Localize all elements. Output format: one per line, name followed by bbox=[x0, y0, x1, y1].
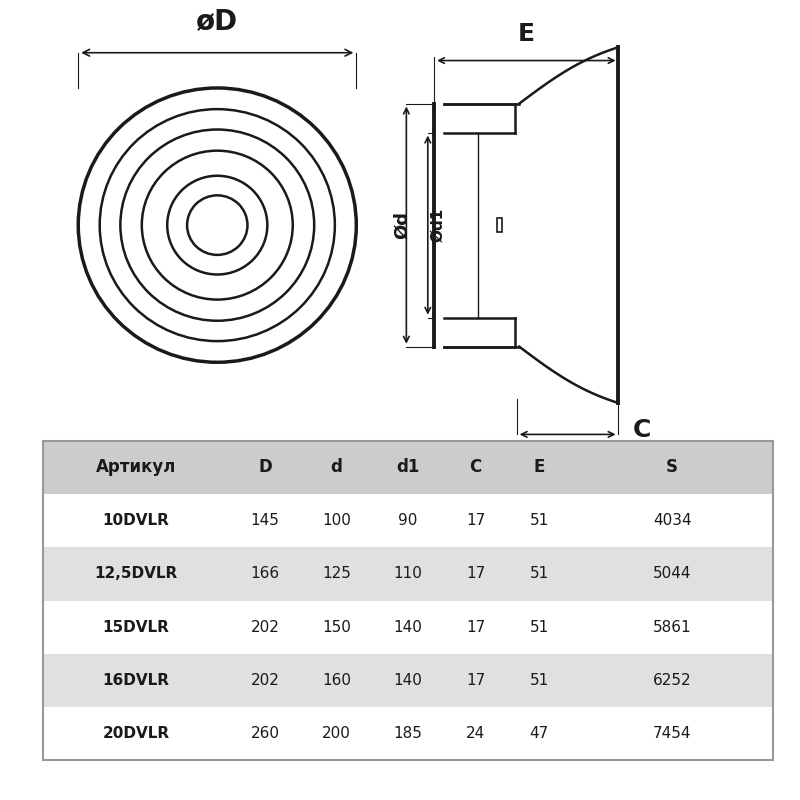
Text: 51: 51 bbox=[530, 673, 549, 688]
Text: 12,5DVLR: 12,5DVLR bbox=[94, 566, 178, 582]
Text: S: S bbox=[666, 458, 678, 476]
Text: 145: 145 bbox=[250, 513, 279, 528]
Text: 47: 47 bbox=[530, 726, 549, 742]
Text: 110: 110 bbox=[394, 566, 422, 582]
Text: 202: 202 bbox=[250, 620, 279, 634]
Text: 140: 140 bbox=[394, 620, 422, 634]
Text: 17: 17 bbox=[466, 620, 485, 634]
Text: 140: 140 bbox=[394, 673, 422, 688]
Text: 100: 100 bbox=[322, 513, 351, 528]
FancyBboxPatch shape bbox=[42, 707, 774, 760]
Text: d1: d1 bbox=[396, 458, 420, 476]
Text: D: D bbox=[258, 458, 272, 476]
Text: 15DVLR: 15DVLR bbox=[102, 620, 170, 634]
FancyBboxPatch shape bbox=[42, 654, 774, 707]
FancyBboxPatch shape bbox=[42, 547, 774, 601]
Text: 200: 200 bbox=[322, 726, 351, 742]
Text: 5044: 5044 bbox=[653, 566, 691, 582]
Text: 51: 51 bbox=[530, 620, 549, 634]
Text: 17: 17 bbox=[466, 513, 485, 528]
Text: 10DVLR: 10DVLR bbox=[102, 513, 170, 528]
Text: E: E bbox=[534, 458, 545, 476]
Text: 160: 160 bbox=[322, 673, 351, 688]
Text: 51: 51 bbox=[530, 513, 549, 528]
Text: C: C bbox=[633, 418, 651, 442]
Text: 20DVLR: 20DVLR bbox=[102, 726, 170, 742]
Text: 150: 150 bbox=[322, 620, 351, 634]
Text: E: E bbox=[518, 22, 535, 46]
FancyBboxPatch shape bbox=[42, 494, 774, 547]
Text: Артикул: Артикул bbox=[96, 458, 176, 476]
Text: 202: 202 bbox=[250, 673, 279, 688]
Text: 125: 125 bbox=[322, 566, 351, 582]
FancyBboxPatch shape bbox=[42, 601, 774, 654]
Text: øD: øD bbox=[196, 7, 238, 35]
Text: 166: 166 bbox=[250, 566, 279, 582]
Text: 5861: 5861 bbox=[653, 620, 691, 634]
Text: 185: 185 bbox=[394, 726, 422, 742]
Text: 24: 24 bbox=[466, 726, 485, 742]
Text: d: d bbox=[330, 458, 342, 476]
Text: 17: 17 bbox=[466, 566, 485, 582]
FancyBboxPatch shape bbox=[42, 441, 774, 494]
Text: 16DVLR: 16DVLR bbox=[102, 673, 170, 688]
Text: 260: 260 bbox=[250, 726, 279, 742]
Text: 90: 90 bbox=[398, 513, 418, 528]
Text: 4034: 4034 bbox=[653, 513, 691, 528]
Text: 6252: 6252 bbox=[653, 673, 691, 688]
Text: Ød1: Ød1 bbox=[430, 208, 445, 242]
Bar bbox=[497, 218, 502, 232]
Text: Ød: Ød bbox=[394, 211, 411, 239]
Text: 51: 51 bbox=[530, 566, 549, 582]
Text: 17: 17 bbox=[466, 673, 485, 688]
Text: C: C bbox=[470, 458, 482, 476]
Text: 7454: 7454 bbox=[653, 726, 691, 742]
